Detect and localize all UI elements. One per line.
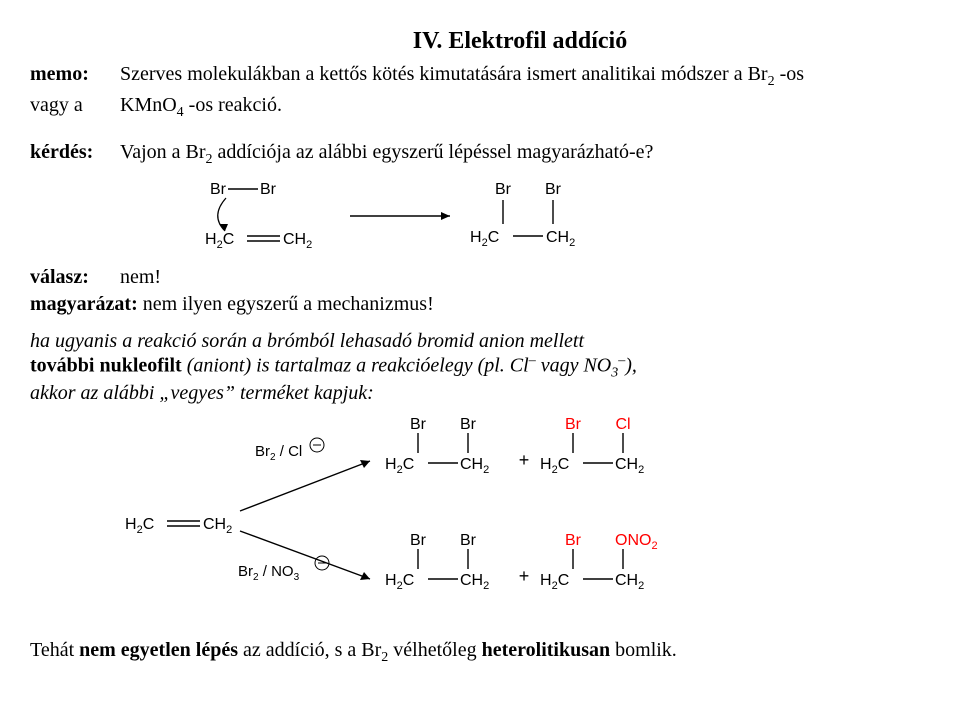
h2c-label: H2C [205,231,234,251]
ch2-label: CH2 [615,456,644,476]
ch2-label: CH2 [203,516,232,536]
magy-text: nem ilyen egyszerű a mechanizmus! [143,293,434,315]
cl-label-red: Cl [615,416,630,433]
br-label: Br [260,181,277,198]
ch2-label: CH2 [460,456,489,476]
vagy-label: vagy a [30,94,120,117]
para2-b2: (aniont) is tartalmaz a reakcióelegy (pl… [187,355,529,377]
memo-text-2a: KMnO [120,94,177,116]
footer-a: Tehát [30,639,79,661]
footer-d: vélhetőleg [388,639,481,661]
para2-b4: ), [625,355,637,377]
h2c-label: H2C [385,572,414,592]
memo-body-2: KMnO4 -os reakció. [120,94,930,121]
footer-c: az addíció, s a Br [238,639,381,661]
ch2-label: CH2 [460,572,489,592]
br-label: Br [460,532,477,549]
para2-b3: vagy NO [536,355,612,377]
plus-sign: + [519,566,530,586]
br-label: Br [210,181,227,198]
scheme-1: Br Br H2C CH2 Br Br H2C CH2 [30,176,930,262]
memo-row: memo: Szerves molekulákban a kettős köté… [30,63,930,90]
ch2-label: CH2 [546,229,575,249]
br-label: Br [545,181,562,198]
h2c-label: H2C [540,572,569,592]
footer-line: Tehát nem egyetlen lépés az addíció, s a… [30,639,930,666]
memo-body: Szerves molekulákban a kettős kötés kimu… [120,63,930,90]
memo-text-2b: -os reakció. [184,94,282,116]
valasz-label: válasz: [30,266,120,289]
memo-text-1b: -os [775,63,804,85]
h2c-label: H2C [540,456,569,476]
memo-label: memo: [30,63,120,86]
br-label: Br [410,416,427,433]
kerdes-a: Vajon a Br [120,141,206,163]
para2-line2: további nukleofilt (aniont) is tartalmaz… [30,353,930,382]
page-title: IV. Elektrofil addíció [110,28,930,55]
valasz-row: válasz: nem! [30,266,930,289]
footer-b: nem egyetlen lépés [79,639,238,661]
para2-c: akkor az alábbi „vegyes” terméket kapjuk… [30,382,930,405]
scheme-2: H2C CH2 Br2 / Cl Br Br H2C CH2 + Br Cl H… [30,411,930,607]
vagy-row: vagy a KMnO4 -os reakció. [30,94,930,121]
ch2-label: CH2 [615,572,644,592]
minus: – [529,353,536,368]
reagent-brcl: Br2 / Cl [255,443,302,463]
h2c-label: H2C [385,456,414,476]
sub-2: 2 [768,74,775,89]
scheme1-svg: Br Br H2C CH2 Br Br H2C CH2 [150,176,670,256]
para2: ha ugyanis a reakció során a brómból leh… [30,330,930,353]
br-label: Br [410,532,427,549]
magy-row: magyarázat: nem ilyen egyszerű a mechani… [30,293,930,316]
kerdes-b: addíciója az alábbi egyszerű lépéssel ma… [213,141,654,163]
kerdes-body: Vajon a Br2 addíciója az alábbi egyszerű… [120,141,930,168]
kerdes-label: kérdés: [30,141,120,164]
para2-b1: további nukleofilt [30,355,187,377]
magy-label: magyarázat: [30,293,143,315]
kerdes-row: kérdés: Vajon a Br2 addíciója az alábbi … [30,141,930,168]
footer-e: heterolitikusan [482,639,611,661]
sub-2: 2 [206,152,213,167]
scheme2-svg: H2C CH2 Br2 / Cl Br Br H2C CH2 + Br Cl H… [110,411,750,601]
ono2-label-red: ONO2 [615,532,658,552]
para2-a: ha ugyanis a reakció során a brómból leh… [30,330,584,352]
br-label-red: Br [565,416,582,433]
br-label: Br [460,416,477,433]
h2c-label: H2C [125,516,154,536]
br-label: Br [495,181,512,198]
footer-f: bomlik. [610,639,677,661]
h2c-label: H2C [470,229,499,249]
valasz-text: nem! [120,266,930,289]
ch2-label: CH2 [283,231,312,251]
br-label-red: Br [565,532,582,549]
reagent-brno3: Br2 / NO3 [238,563,300,583]
plus-sign: + [519,450,530,470]
sub-4: 4 [177,105,184,120]
memo-text-1: Szerves molekulákban a kettős kötés kimu… [120,63,768,85]
